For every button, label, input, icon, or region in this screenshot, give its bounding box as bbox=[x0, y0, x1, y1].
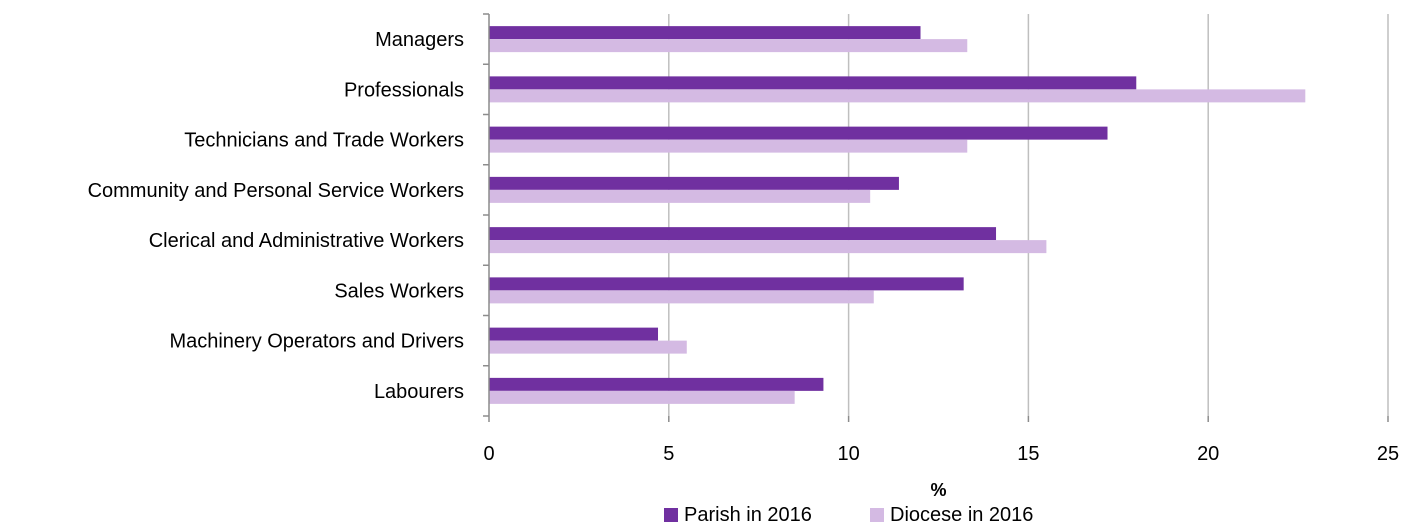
category-label: Community and Personal Service Workers bbox=[88, 180, 464, 202]
bar-diocese bbox=[489, 340, 687, 354]
bar-diocese bbox=[489, 89, 1306, 103]
bar-diocese bbox=[489, 139, 968, 153]
category-label: Clerical and Administrative Workers bbox=[149, 230, 464, 252]
x-tick-label: 0 bbox=[483, 443, 494, 465]
category-label: Sales Workers bbox=[334, 280, 464, 302]
category-label: Machinery Operators and Drivers bbox=[169, 331, 464, 353]
x-axis-title: % bbox=[930, 480, 946, 500]
bar-parish bbox=[489, 327, 659, 341]
category-label: Managers bbox=[375, 29, 464, 51]
category-labels: Managers Professionals Technicians and Tra… bbox=[88, 29, 464, 403]
bar-parish bbox=[489, 176, 899, 190]
legend-swatch-diocese bbox=[870, 508, 884, 522]
bars bbox=[489, 26, 1306, 404]
bar-parish bbox=[489, 26, 921, 40]
x-tick-label: 15 bbox=[1017, 443, 1039, 465]
x-tick-labels: 0 5 10 15 20 25 bbox=[483, 443, 1399, 465]
x-tick-label: 10 bbox=[837, 443, 859, 465]
legend-swatch-parish bbox=[664, 508, 678, 522]
x-tick-label: 25 bbox=[1377, 443, 1399, 465]
bar-diocese bbox=[489, 189, 871, 203]
bar-diocese bbox=[489, 290, 874, 304]
bar-parish bbox=[489, 76, 1137, 90]
bar-parish bbox=[489, 277, 964, 291]
category-label: Professionals bbox=[344, 79, 464, 101]
category-label: Labourers bbox=[374, 381, 464, 403]
axes bbox=[483, 13, 1389, 422]
gridlines bbox=[668, 14, 1389, 416]
bar-diocese bbox=[489, 240, 1047, 254]
x-tick-label: 20 bbox=[1197, 443, 1219, 465]
bar-parish bbox=[489, 377, 824, 391]
bar-diocese bbox=[489, 390, 795, 404]
legend: Parish in 2016 Diocese in 2016 bbox=[664, 504, 1033, 526]
bar-diocese bbox=[489, 39, 968, 53]
legend-label-parish: Parish in 2016 bbox=[684, 504, 812, 526]
bar-parish bbox=[489, 126, 1108, 140]
x-tick-label: 5 bbox=[663, 443, 674, 465]
legend-label-diocese: Diocese in 2016 bbox=[890, 504, 1033, 526]
category-label: Technicians and Trade Workers bbox=[184, 130, 464, 152]
bar-parish bbox=[489, 227, 997, 241]
